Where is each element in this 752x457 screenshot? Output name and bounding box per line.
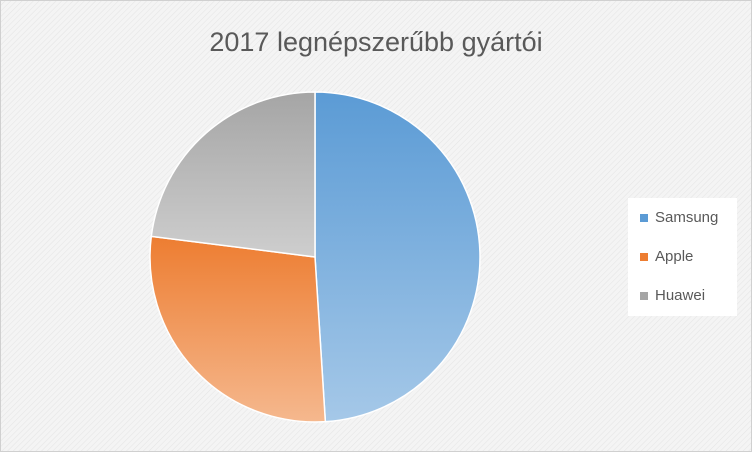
- pie-slice: [314, 91, 481, 423]
- legend-swatch: [640, 292, 648, 300]
- legend-label: Huawei: [655, 287, 705, 304]
- chart-title: 2017 legnépszerűbb gyártói: [209, 27, 542, 57]
- legend-swatch: [640, 253, 648, 261]
- legend-label: Samsung: [655, 209, 718, 226]
- legend-swatch: [640, 214, 648, 222]
- pie-slice: [149, 235, 327, 423]
- pie-slice: [150, 91, 316, 258]
- legend-label: Apple: [655, 248, 693, 265]
